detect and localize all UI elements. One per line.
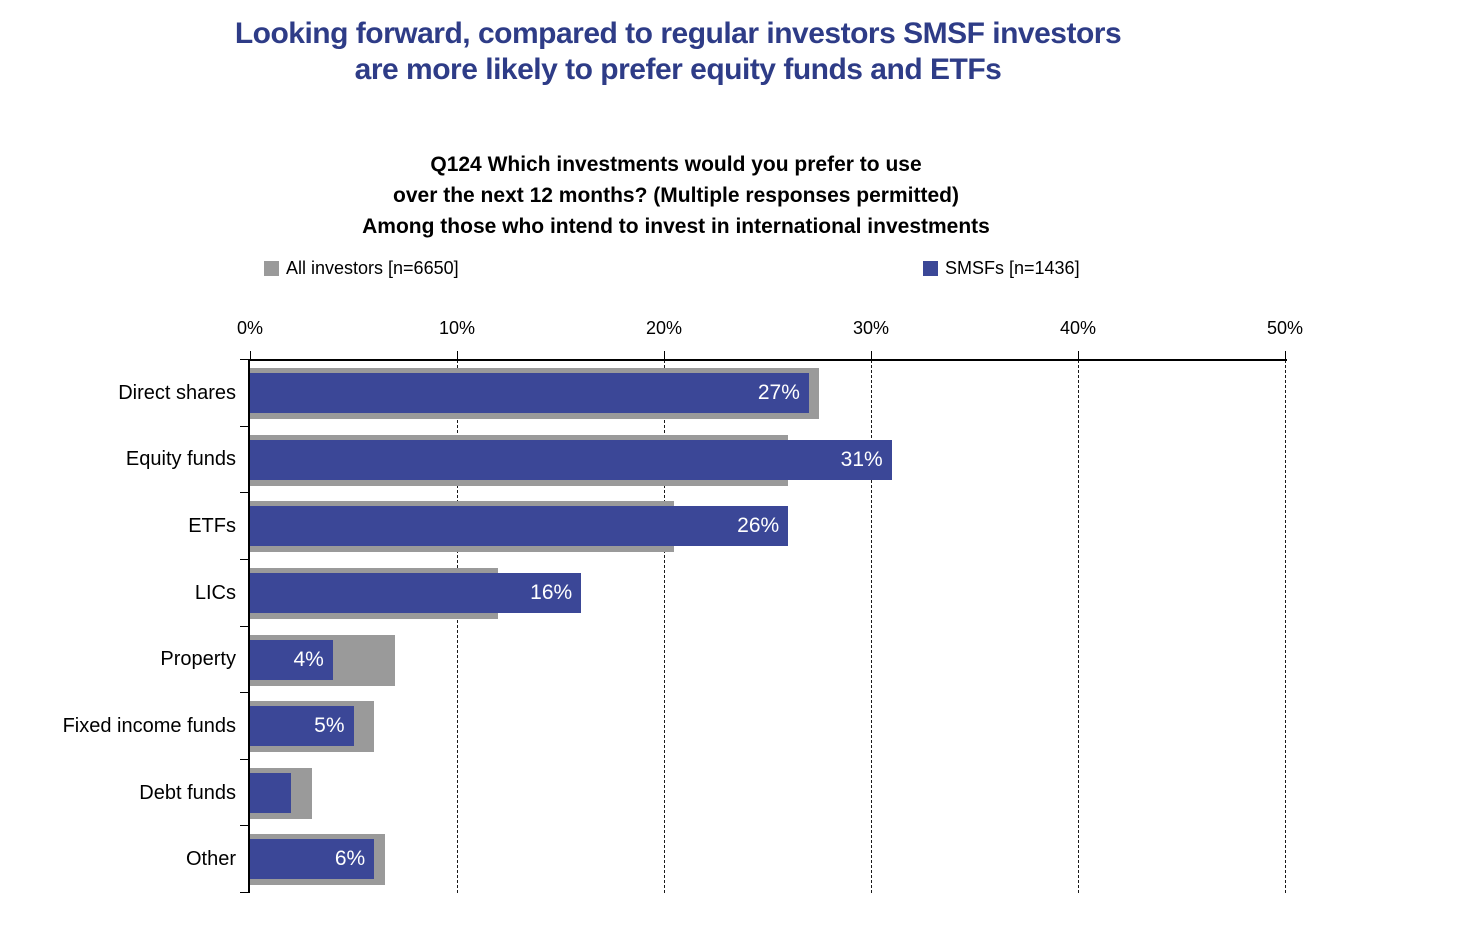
bar-value-label: 16% — [530, 580, 573, 604]
y-axis-tick-mark — [240, 625, 249, 627]
x-axis-tick-label: 50% — [1266, 318, 1304, 338]
category-label: ETFs — [188, 515, 236, 538]
y-axis-tick-mark — [240, 892, 249, 893]
y-axis-tick-mark — [240, 758, 249, 760]
y-axis-tick-mark — [240, 825, 249, 827]
x-axis-tick-mark — [457, 351, 458, 361]
category-label: Direct shares — [118, 381, 236, 404]
legend-label: SMSFs [n=1436] — [945, 257, 1080, 278]
y-axis-tick-mark — [240, 558, 249, 560]
chart-subtitle-line2: over the next 12 months? (Multiple respo… — [393, 184, 959, 207]
gridline-10pct — [457, 360, 458, 893]
x-axis-tick-label: 20% — [645, 318, 683, 338]
bar-value-label: 31% — [840, 447, 883, 471]
chart-subtitle-line3: Among those who intend to invest in inte… — [362, 215, 990, 238]
category-label: Equity funds — [125, 448, 236, 471]
bar-smsfs: 4% — [250, 639, 333, 680]
bar-smsfs: 26% — [250, 506, 789, 547]
bar-smsfs: 5% — [250, 706, 354, 747]
x-axis-line — [250, 359, 1287, 361]
bar-value-label: 6% — [334, 847, 366, 871]
x-axis-tick-label: 40% — [1059, 318, 1097, 338]
gridline-30pct — [871, 360, 872, 893]
bar-smsfs: 27% — [250, 373, 809, 413]
x-axis-tick-mark — [1078, 351, 1079, 361]
chart-title-line2: are more likely to prefer equity funds a… — [354, 53, 1002, 86]
chart-subtitle: Q124 Which investments would you prefer … — [0, 149, 1352, 242]
legend-marker-icon — [923, 260, 938, 276]
y-axis-tick-mark — [240, 692, 249, 694]
category-label: Debt funds — [139, 781, 236, 804]
y-axis-tick-mark — [240, 425, 249, 427]
bar-value-label: 27% — [757, 381, 800, 404]
legend-label: All investors [n=6650] — [286, 257, 459, 278]
bar-value-label: 26% — [737, 514, 780, 538]
x-axis-tick-label: 10% — [438, 318, 476, 338]
chart-title: Looking forward, compared to regular inv… — [0, 16, 1356, 88]
bar-value-label: 4% — [293, 647, 324, 671]
y-axis-tick-mark — [240, 492, 249, 494]
gridline-40pct — [1078, 360, 1079, 893]
legend-item-smsfs: SMSFs [n=1436] — [923, 257, 1080, 279]
bar-smsfs — [250, 772, 292, 813]
y-axis-line — [248, 359, 250, 893]
category-label: Fixed income funds — [62, 714, 236, 737]
x-axis-tick-mark — [871, 351, 872, 361]
x-axis-tick-mark — [250, 351, 251, 361]
bar-smsfs: 31% — [250, 439, 892, 480]
legend-item-all_investors: All investors [n=6650] — [264, 257, 459, 279]
x-axis-tick-label: 0% — [236, 318, 263, 338]
x-axis-tick-mark — [664, 351, 665, 361]
legend-marker-icon — [264, 260, 279, 276]
chart-subtitle-line1: Q124 Which investments would you prefer … — [430, 153, 922, 176]
category-label: LICs — [194, 581, 236, 604]
bar-value-label: 5% — [314, 714, 345, 738]
y-axis-tick-mark — [240, 359, 249, 360]
bar-smsfs: 6% — [250, 839, 375, 880]
x-axis-tick-mark — [1285, 351, 1286, 361]
gridline-20pct — [664, 360, 665, 893]
chart-title-line1: Looking forward, compared to regular inv… — [234, 17, 1122, 50]
x-axis-tick-label: 30% — [852, 318, 890, 338]
bar-smsfs: 16% — [250, 572, 582, 613]
gridline-50pct — [1285, 360, 1286, 893]
category-label: Property — [160, 648, 236, 671]
category-label: Other — [185, 848, 236, 871]
